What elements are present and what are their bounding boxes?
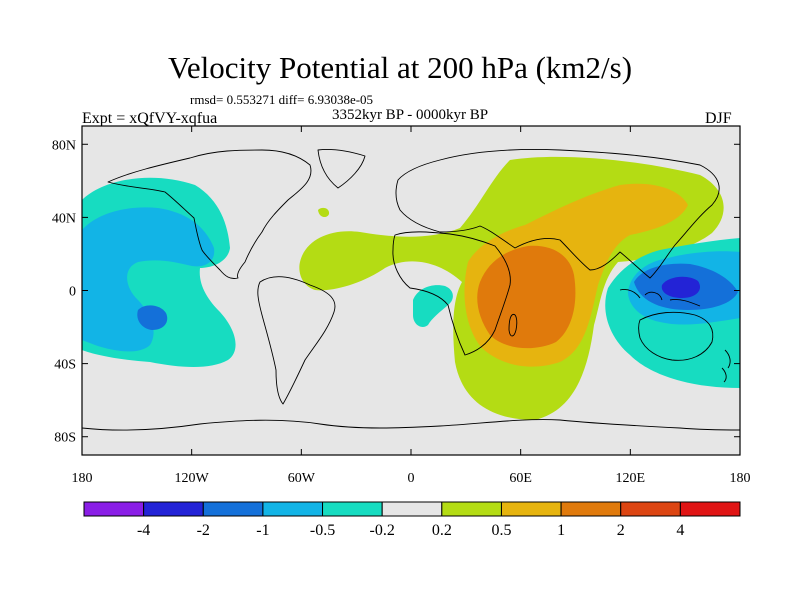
colorbar-swatch	[441, 501, 502, 517]
colorbar-swatch	[143, 501, 204, 517]
y-tick-label: 40S	[54, 358, 76, 373]
colorbar-label: -0.5	[310, 522, 335, 539]
y-tick-label: 40N	[52, 211, 76, 226]
coast-antarctica	[82, 419, 740, 431]
coastlines	[82, 149, 740, 431]
colorbar: -4 -2 -1 -0.5 -0.2 0.2 0.5 1 2 4	[83, 501, 741, 539]
colorbar-label: -2	[197, 522, 210, 539]
map-title: Velocity Potential at 200 hPa (km2/s)	[167, 50, 633, 85]
coast-madagascar	[508, 313, 518, 337]
contour-minus0.2-atlantic	[413, 285, 453, 327]
contour-minus0.5-east-pacific	[82, 207, 215, 352]
rmsd-diff-stats: rmsd= 0.553271 diff= 6.93038e-05	[190, 92, 374, 107]
y-tick-label: 0	[69, 285, 76, 300]
coast-australia	[638, 311, 714, 361]
y-tick-label: 80S	[54, 431, 76, 446]
coast-new-zealand	[721, 349, 731, 383]
x-tick-label: 180	[730, 471, 751, 486]
colorbar-label: -4	[137, 522, 150, 539]
contour-field	[82, 126, 740, 455]
colorbar-swatch	[202, 501, 264, 517]
coast-greenland	[317, 149, 366, 189]
colorbar-label: 1	[557, 522, 565, 539]
x-tick-label: 120W	[175, 471, 210, 486]
x-axis-labels: 180 120W 60W 0 60E 120E 180	[72, 471, 751, 486]
colorbar-label: 2	[617, 522, 625, 539]
colorbar-label: 0.5	[491, 522, 511, 539]
experiment-label: Expt = xQfVY-xqfua	[82, 110, 218, 127]
period-label: 3352kyr BP - 0000kyr BP	[331, 107, 489, 123]
contour-minus2-west-pacific	[661, 276, 701, 298]
coast-indonesia	[619, 289, 701, 307]
y-tick-label: 80N	[52, 138, 76, 153]
contour-minus1-east-pacific	[137, 305, 168, 330]
contour-0.2-pacific-blob	[318, 207, 330, 218]
colorbar-swatch	[322, 501, 383, 517]
colorbar-swatch	[500, 501, 562, 517]
season-label: DJF	[705, 110, 732, 127]
y-axis-labels: 80N 40N 0 40S 80S	[52, 138, 76, 445]
colorbar-swatch	[560, 501, 622, 517]
x-tick-label: 120E	[616, 471, 646, 486]
x-tick-label: 60W	[288, 471, 316, 486]
coast-eurasia	[395, 149, 720, 279]
coast-south-america	[257, 276, 336, 405]
colorbar-swatch	[83, 501, 145, 517]
colorbar-label: 0.2	[432, 522, 452, 539]
coast-africa	[392, 231, 511, 356]
colorbar-label: 4	[676, 522, 684, 539]
x-tick-label: 180	[72, 471, 93, 486]
coast-north-america	[107, 149, 312, 279]
colorbar-label: -1	[256, 522, 269, 539]
colorbar-swatch	[381, 501, 443, 517]
colorbar-swatch	[620, 501, 681, 517]
x-tick-label: 60E	[509, 471, 532, 486]
colorbar-swatch	[262, 501, 324, 517]
colorbar-label: -0.2	[370, 522, 395, 539]
x-tick-label: 0	[408, 471, 415, 486]
colorbar-swatch	[679, 501, 741, 517]
axis-ticks	[81, 126, 741, 455]
contour-1	[477, 245, 576, 349]
